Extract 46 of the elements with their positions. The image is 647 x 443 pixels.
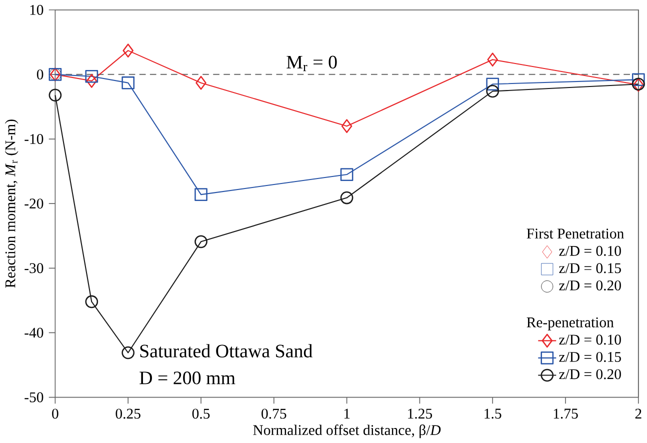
point [48, 88, 62, 102]
point [341, 119, 352, 134]
point [85, 295, 98, 308]
ref-line-label: M$_{r}$ = 0 [286, 56, 337, 72]
legend-label: z/D = 0.15 [559, 263, 621, 274]
x-tick-label: 0.5 [192, 408, 210, 419]
x-tick-label: 1.5 [484, 408, 502, 419]
x-tick-label: 1.75 [554, 408, 578, 419]
x-tick-label: 0 [52, 408, 58, 419]
legend-label: z/D = 0.10 [559, 334, 621, 345]
point [122, 44, 134, 58]
point [122, 76, 135, 90]
annotation: First Penetration [526, 228, 624, 239]
point [632, 73, 645, 86]
point [340, 191, 354, 204]
annotation: Saturated Ottawa Sand [140, 344, 312, 358]
y-tick-label: -40 [24, 328, 44, 338]
point [486, 84, 500, 98]
x-tick-label: 0.75 [262, 408, 286, 419]
point [487, 52, 498, 67]
annotation: Re-penetration [526, 317, 614, 330]
legend-label: z/D = 0.15 [559, 352, 621, 362]
legend-label: z/D = 0.20 [559, 280, 621, 290]
point [196, 76, 206, 90]
point [86, 74, 98, 88]
x-tick-label: 1.25 [408, 408, 432, 419]
point [486, 78, 500, 91]
y-tick-label: -10 [24, 134, 44, 144]
x-tick-label: 1 [344, 408, 350, 418]
x-tick-label: 0.25 [116, 408, 140, 419]
point [85, 70, 98, 83]
y-tick-label: -20 [24, 198, 44, 209]
point [194, 188, 208, 201]
y-axis-title: Reaction moment, M$_{r}$ (N-m) [4, 120, 18, 288]
y-tick-label: 10 [30, 4, 44, 15]
y-tick-label: 0 [36, 69, 44, 80]
annotation: D = 200 mm [140, 372, 236, 384]
point [340, 168, 354, 181]
point [122, 346, 135, 360]
y-tick-label: -50 [24, 392, 44, 402]
legend-label: z/D = 0.20 [559, 369, 621, 380]
point [194, 235, 208, 248]
x-tick-label: 2 [635, 408, 642, 418]
y-tick-label: -30 [24, 263, 44, 274]
x-axis-title: Normalized offset distance, β/D [253, 424, 441, 438]
legend-label: z/D = 0.10 [559, 246, 621, 256]
